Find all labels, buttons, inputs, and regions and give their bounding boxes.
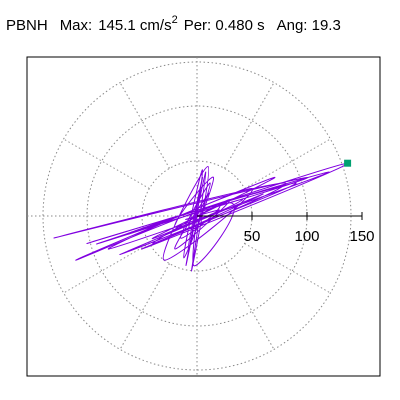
- spoke: [224, 263, 275, 350]
- max-text: 145.1 cm/s: [98, 17, 171, 34]
- max-marker: [344, 159, 352, 167]
- r-tick-label: 150: [349, 228, 374, 245]
- spoke: [119, 82, 170, 169]
- period-text: Per: 0.480 s: [184, 17, 265, 34]
- angle-text: Ang: 19.3: [277, 17, 341, 34]
- max-unit-exp: 2: [172, 14, 178, 26]
- max-label: Max:: [60, 17, 93, 34]
- r-tick-label: 100: [294, 228, 319, 245]
- spoke: [63, 243, 150, 294]
- spoke: [244, 243, 331, 294]
- spoke: [63, 138, 150, 189]
- spoke: [224, 82, 275, 169]
- spoke: [119, 263, 170, 350]
- chart-title: PBNH Max: 145.1 cm/s2 Per: 0.480 s Ang: 19.3: [6, 14, 341, 34]
- plot-area: 50 100 150: [27, 57, 375, 376]
- orbit-trace: [53, 162, 349, 272]
- station: PBNH: [6, 17, 48, 34]
- r-tick-label: 50: [244, 228, 261, 245]
- spoke: [244, 138, 331, 189]
